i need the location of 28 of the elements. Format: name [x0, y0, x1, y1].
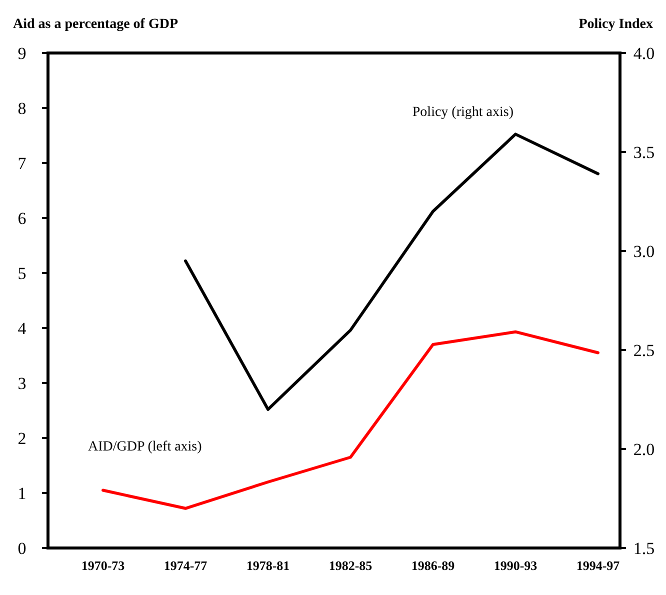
x-tick-label: 1970-73 — [81, 558, 126, 573]
x-tick-label: 1978-81 — [246, 558, 290, 573]
y-tick-label: 8 — [18, 98, 26, 118]
y-tick-label: 1 — [18, 484, 26, 503]
y-tick-label: 2 — [18, 428, 26, 448]
y2-tick-label: 2.5 — [633, 340, 655, 360]
y2-tick-label: 1.5 — [633, 538, 655, 558]
y2-axis-title: Policy Index — [578, 17, 653, 32]
x-tick-label: 1990-93 — [494, 558, 538, 573]
y-tick-label: 3 — [18, 374, 26, 393]
x-tick-label: 1974-77 — [164, 558, 208, 573]
y-axis-title: Aid as a percentage of GDP — [13, 17, 178, 32]
text: AID/GDP (left axis) — [88, 439, 202, 454]
y2-tick-label: 3.0 — [633, 242, 655, 261]
x-tick-label: 1994-97 — [576, 558, 620, 573]
series-label: Policy (right axis) — [412, 105, 514, 120]
y-tick-label: 0 — [18, 538, 26, 558]
y-tick-label: 6 — [18, 208, 26, 228]
y2-tick-label: 2.0 — [633, 440, 655, 459]
x-tick-label: 1986-89 — [411, 558, 456, 573]
y-tick-label: 9 — [18, 44, 26, 63]
x-tick-label: 1982-85 — [328, 558, 373, 573]
y-tick-label: 5 — [18, 264, 26, 283]
line-series — [184, 132, 600, 411]
y-tick-label: 4 — [18, 318, 27, 338]
y2-tick-label: 3.5 — [633, 142, 655, 162]
y-tick-label: 7 — [18, 154, 27, 173]
y2-tick-label: 4.0 — [633, 44, 655, 63]
